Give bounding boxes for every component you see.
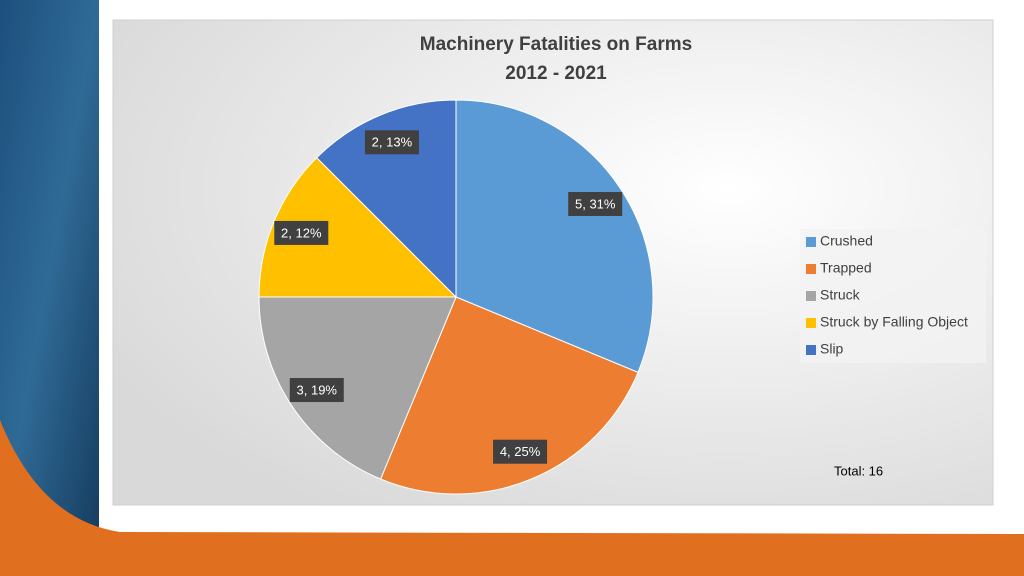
photo-panel [0, 0, 99, 540]
legend-swatch [806, 264, 816, 274]
chart-title: Machinery Fatalities on Farms [420, 34, 692, 55]
data-label: 3, 19% [297, 382, 338, 397]
legend-swatch [806, 345, 816, 355]
legend-swatch [806, 237, 816, 247]
chart-subtitle: 2012 - 2021 [505, 63, 607, 84]
legend-box [800, 229, 986, 363]
legend-label: Slip [820, 341, 844, 357]
legend-label: Trapped [820, 260, 872, 276]
legend-swatch [806, 318, 816, 328]
pie-slice [455, 99, 654, 374]
data-label-box [274, 220, 329, 245]
pie-slice [258, 156, 458, 298]
legend-label: Struck [820, 287, 861, 303]
legend-swatch [806, 291, 816, 301]
total-annotation: Total: 16 [834, 463, 883, 478]
pie-slice [379, 296, 639, 495]
data-label-box [568, 191, 623, 216]
pie-slice [315, 99, 457, 299]
data-label: 2, 12% [281, 225, 322, 240]
pie-slice [258, 296, 457, 480]
data-label-box [289, 378, 344, 403]
legend-label: Struck by Falling Object [820, 314, 968, 330]
data-label: 2, 13% [372, 135, 413, 150]
data-label-box [364, 130, 419, 155]
data-label: 4, 25% [500, 444, 541, 459]
orange-band [0, 420, 1024, 576]
data-label: 5, 31% [575, 196, 616, 211]
data-label-box [493, 439, 548, 464]
legend-label: Crushed [820, 233, 873, 249]
